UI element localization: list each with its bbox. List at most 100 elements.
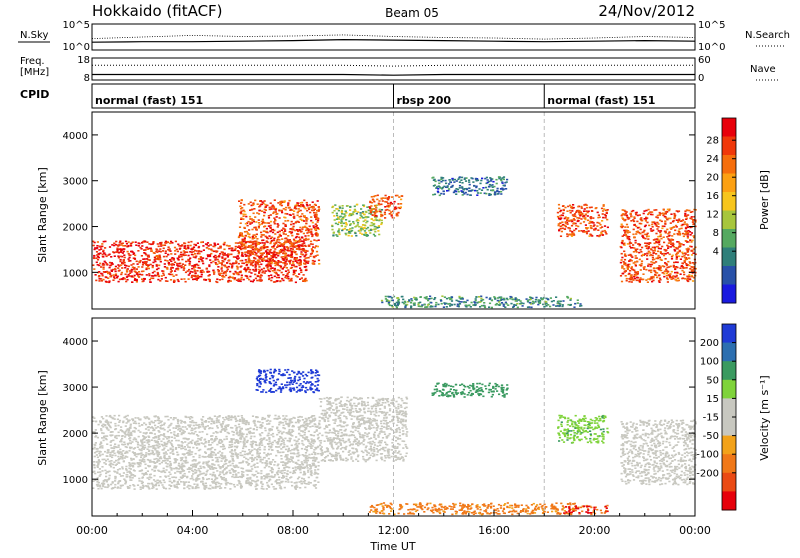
range-gate-cell (304, 256, 306, 258)
range-gate-cell (233, 273, 235, 275)
range-gate-cell (681, 270, 683, 272)
range-gate-cell (684, 213, 686, 215)
range-gate-cell (287, 247, 289, 249)
range-gate-cell (369, 232, 371, 234)
y-tick-label: 3000 (63, 177, 88, 188)
range-gate-cell (687, 254, 689, 256)
range-gate-cell (661, 246, 663, 248)
range-gate-cell (284, 472, 286, 474)
range-gate-cell (602, 231, 604, 233)
range-gate-cell (659, 214, 661, 216)
range-gate-cell (275, 455, 277, 457)
range-gate-cell (648, 263, 650, 265)
range-gate-cell (637, 232, 639, 234)
range-gate-cell (298, 237, 300, 239)
range-gate-cell (242, 245, 244, 247)
range-gate-cell (375, 207, 377, 209)
range-gate-cell (175, 427, 177, 429)
range-gate-cell (265, 270, 267, 272)
range-gate-cell (258, 222, 260, 224)
range-gate-cell (430, 302, 432, 304)
range-gate-cell (280, 455, 282, 457)
range-gate-cell (198, 250, 200, 252)
range-gate-cell (658, 240, 660, 242)
range-gate-cell (600, 232, 602, 234)
range-gate-cell (687, 232, 689, 234)
range-gate-cell (273, 238, 275, 240)
range-gate-cell (332, 234, 334, 236)
range-gate-cell (379, 209, 381, 211)
range-gate-cell (228, 248, 230, 250)
range-gate-cell (446, 298, 448, 300)
range-gate-cell (503, 179, 505, 181)
range-gate-cell (639, 277, 641, 279)
range-gate-cell (113, 274, 115, 276)
range-gate-cell (573, 222, 575, 224)
freq-line (92, 75, 695, 76)
range-gate-cell (513, 306, 515, 308)
range-gate-cell (341, 218, 343, 220)
range-gate-cell (646, 248, 648, 250)
range-gate-cell (302, 464, 304, 466)
range-gate-cell (241, 277, 243, 279)
range-gate-cell (317, 227, 319, 229)
range-gate-cell (666, 245, 668, 247)
range-gate-cell (222, 253, 224, 255)
range-gate-cell (194, 253, 196, 255)
range-gate-cell (316, 240, 318, 242)
range-gate-cell (566, 210, 568, 212)
range-gate-cell (384, 197, 386, 199)
range-gate-cell (512, 299, 514, 301)
range-gate-cell (285, 237, 287, 239)
range-gate-cell (295, 246, 297, 248)
range-gate-cell (187, 485, 189, 487)
range-gate-cell (300, 249, 302, 251)
range-gate-cell (304, 226, 306, 228)
range-gate-cell (194, 472, 196, 474)
range-gate-cell (249, 250, 251, 252)
range-gate-cell (669, 254, 671, 256)
range-gate-cell (277, 255, 279, 257)
range-gate-cell (673, 262, 675, 264)
range-gate-cell (660, 230, 662, 232)
range-gate-cell (115, 266, 117, 268)
range-gate-cell (301, 443, 303, 445)
range-gate-cell (360, 226, 362, 228)
range-gate-cell (256, 427, 258, 429)
range-gate-cell (198, 247, 200, 249)
range-gate-cell (240, 217, 242, 219)
range-gate-cell (296, 248, 298, 250)
range-gate-cell (224, 266, 226, 268)
range-gate-cell (371, 196, 373, 198)
range-gate-cell (293, 226, 295, 228)
range-gate-cell (102, 250, 104, 252)
range-gate-cell (395, 305, 397, 307)
range-gate-cell (165, 242, 167, 244)
range-gate-cell (627, 243, 629, 245)
range-gate-cell (252, 441, 254, 443)
range-gate-cell (669, 218, 671, 220)
range-gate-cell (691, 250, 693, 252)
range-gate-cell (287, 255, 289, 257)
range-gate-cell (564, 207, 566, 209)
range-gate-cell (656, 228, 658, 230)
range-gate-cell (188, 269, 190, 271)
range-gate-cell (666, 272, 668, 274)
range-gate-cell (229, 470, 231, 472)
range-gate-cell (374, 231, 376, 233)
range-gate-cell (128, 266, 130, 268)
range-gate-cell (633, 229, 635, 231)
range-gate-cell (112, 279, 114, 281)
range-gate-cell (258, 266, 260, 268)
range-gate-cell (301, 478, 303, 480)
range-gate-cell (99, 447, 101, 449)
range-gate-cell (602, 234, 604, 236)
range-gate-cell (664, 222, 666, 224)
range-gate-cell (99, 263, 101, 265)
range-gate-cell (342, 205, 344, 207)
range-gate-cell (346, 229, 348, 231)
range-gate-cell (665, 258, 667, 260)
range-gate-cell (570, 304, 572, 306)
range-gate-cell (111, 269, 113, 271)
colorbar-tick-label: 20 (706, 173, 719, 184)
